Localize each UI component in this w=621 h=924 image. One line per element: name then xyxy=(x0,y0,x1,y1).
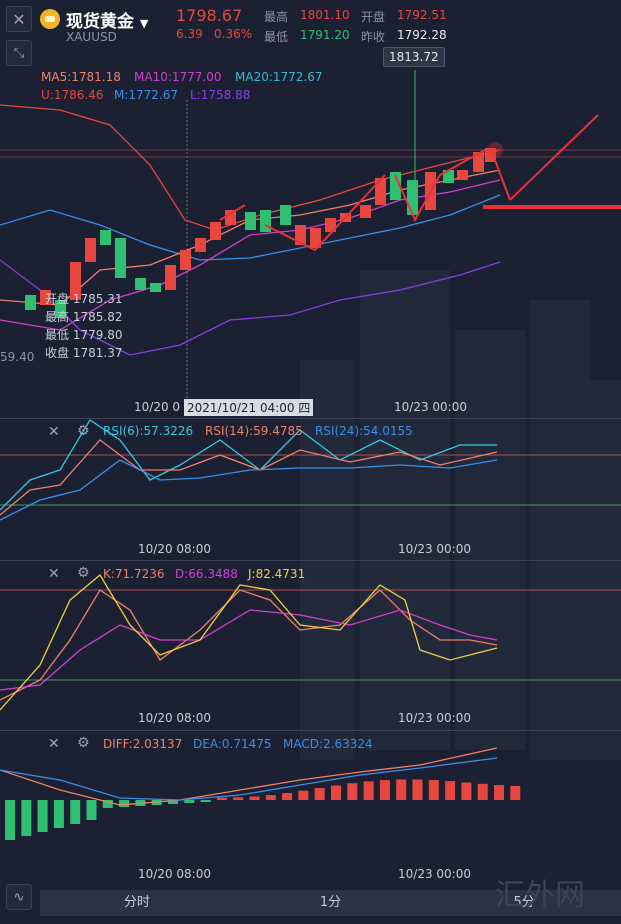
macd-bar-0 xyxy=(5,800,15,840)
candle-8 xyxy=(150,283,161,292)
macd-bar-31 xyxy=(510,786,520,800)
candle-7 xyxy=(135,278,146,290)
candle-10 xyxy=(180,250,191,270)
peak-price-label: 1813.72 xyxy=(383,47,445,67)
macd-bar-30 xyxy=(494,785,504,800)
glow-dot xyxy=(487,142,503,158)
macd-bar-26 xyxy=(429,780,439,800)
rsi14-line xyxy=(0,440,497,515)
macd-bar-11 xyxy=(184,800,194,803)
kdj-k-value: K:71.7236 xyxy=(103,567,165,581)
crosshair-time-label: 2021/10/21 04:00 四 xyxy=(184,399,313,416)
candle-21 xyxy=(360,205,371,218)
tooltip-close: 1781.37 xyxy=(73,346,123,360)
macd-bar-18 xyxy=(298,791,308,800)
left-axis-price: 59.40 xyxy=(0,350,34,364)
macd-value: MACD:2.63324 xyxy=(283,737,373,751)
rsi-close-icon[interactable]: ✕ xyxy=(48,424,60,440)
watermark: 汇外网 xyxy=(495,870,585,914)
macd-bar-13 xyxy=(217,798,227,800)
candle-9 xyxy=(165,265,176,290)
macd-bar-12 xyxy=(201,800,211,802)
macd-bar-27 xyxy=(445,781,455,800)
candle-22 xyxy=(375,178,386,205)
macd-bar-28 xyxy=(461,782,471,800)
macd-time-left: 10/20 08:00 xyxy=(138,867,211,881)
trend-line-icon: ∿ xyxy=(14,890,25,905)
tooltip-high: 1785.82 xyxy=(73,310,123,324)
macd-bar-15 xyxy=(250,797,260,800)
kdj-time-left: 10/20 08:00 xyxy=(138,711,211,725)
macd-bar-25 xyxy=(413,779,423,800)
kdj-d-line xyxy=(0,610,497,690)
macd-bar-23 xyxy=(380,780,390,800)
rsi-time-left: 10/20 08:00 xyxy=(138,542,211,556)
candle-5 xyxy=(100,230,111,245)
macd-bar-4 xyxy=(70,800,80,824)
macd-bar-1 xyxy=(21,800,31,836)
candle-0 xyxy=(25,295,36,310)
macd-bar-14 xyxy=(233,797,243,800)
tooltip-low: 1779.80 xyxy=(73,328,123,342)
tooltip-open: 1785.31 xyxy=(73,292,123,306)
boll-upper-line xyxy=(0,105,500,230)
candle-12 xyxy=(210,222,221,240)
divider-kdj xyxy=(0,560,621,561)
tooltip-high-label: 最高 xyxy=(45,310,69,324)
kdj-time-right: 10/23 00:00 xyxy=(398,711,471,725)
macd-bar-7 xyxy=(119,800,129,807)
candle-16 xyxy=(280,205,291,225)
main-time-left: 10/20 0 xyxy=(134,400,180,414)
macd-bar-22 xyxy=(364,781,374,800)
kdj-d-value: D:66.3488 xyxy=(175,567,238,581)
rsi24-value: RSI(24):54.0155 xyxy=(315,424,413,438)
candle-11 xyxy=(195,238,206,252)
macd-diff-value: DIFF:2.03137 xyxy=(103,737,182,751)
candle-6 xyxy=(115,238,126,278)
rsi14-value: RSI(14):59.4785 xyxy=(205,424,303,438)
candle-14 xyxy=(245,212,256,230)
candle-24 xyxy=(407,180,418,215)
macd-bar-2 xyxy=(38,800,48,832)
draw-tool-button[interactable]: ∿ xyxy=(6,884,32,910)
macd-bar-20 xyxy=(331,786,341,800)
target-line xyxy=(483,205,621,209)
macd-bar-24 xyxy=(396,779,406,800)
divider-macd xyxy=(0,730,621,731)
main-time-right: 10/23 00:00 xyxy=(394,400,467,414)
ohlc-tooltip: 开盘 1785.31 最高 1785.82 最低 1779.80 收盘 1781… xyxy=(45,290,122,362)
kdj-j-value: J:82.4731 xyxy=(248,567,305,581)
macd-bar-29 xyxy=(478,784,488,800)
candle-4 xyxy=(85,238,96,262)
tooltip-open-label: 开盘 xyxy=(45,292,69,306)
macd-bar-21 xyxy=(347,783,357,800)
kdj-close-icon[interactable]: ✕ xyxy=(48,566,60,582)
macd-bar-3 xyxy=(54,800,64,828)
candle-15 xyxy=(260,210,271,232)
tooltip-low-label: 最低 xyxy=(45,328,69,342)
kdj-k-line xyxy=(0,590,497,700)
tab-timeshare[interactable]: 分时 xyxy=(40,890,234,916)
kdj-j-line xyxy=(0,575,497,710)
macd-bar-16 xyxy=(266,795,276,800)
tooltip-close-label: 收盘 xyxy=(45,346,69,360)
macd-bar-5 xyxy=(87,800,97,820)
divider-rsi xyxy=(0,418,621,419)
tab-1min[interactable]: 1分 xyxy=(234,890,428,916)
macd-bar-17 xyxy=(282,793,292,800)
macd-close-icon[interactable]: ✕ xyxy=(48,736,60,752)
macd-bar-19 xyxy=(315,788,325,800)
macd-dea-value: DEA:0.71475 xyxy=(193,737,272,751)
rsi-time-right: 10/23 00:00 xyxy=(398,542,471,556)
macd-settings-icon[interactable]: ⚙ xyxy=(77,735,90,751)
macd-time-right: 10/23 00:00 xyxy=(398,867,471,881)
kdj-settings-icon[interactable]: ⚙ xyxy=(77,565,90,581)
rsi-settings-icon[interactable]: ⚙ xyxy=(77,423,90,439)
candle-27 xyxy=(457,170,468,180)
rsi6-value: RSI(6):57.3226 xyxy=(103,424,193,438)
